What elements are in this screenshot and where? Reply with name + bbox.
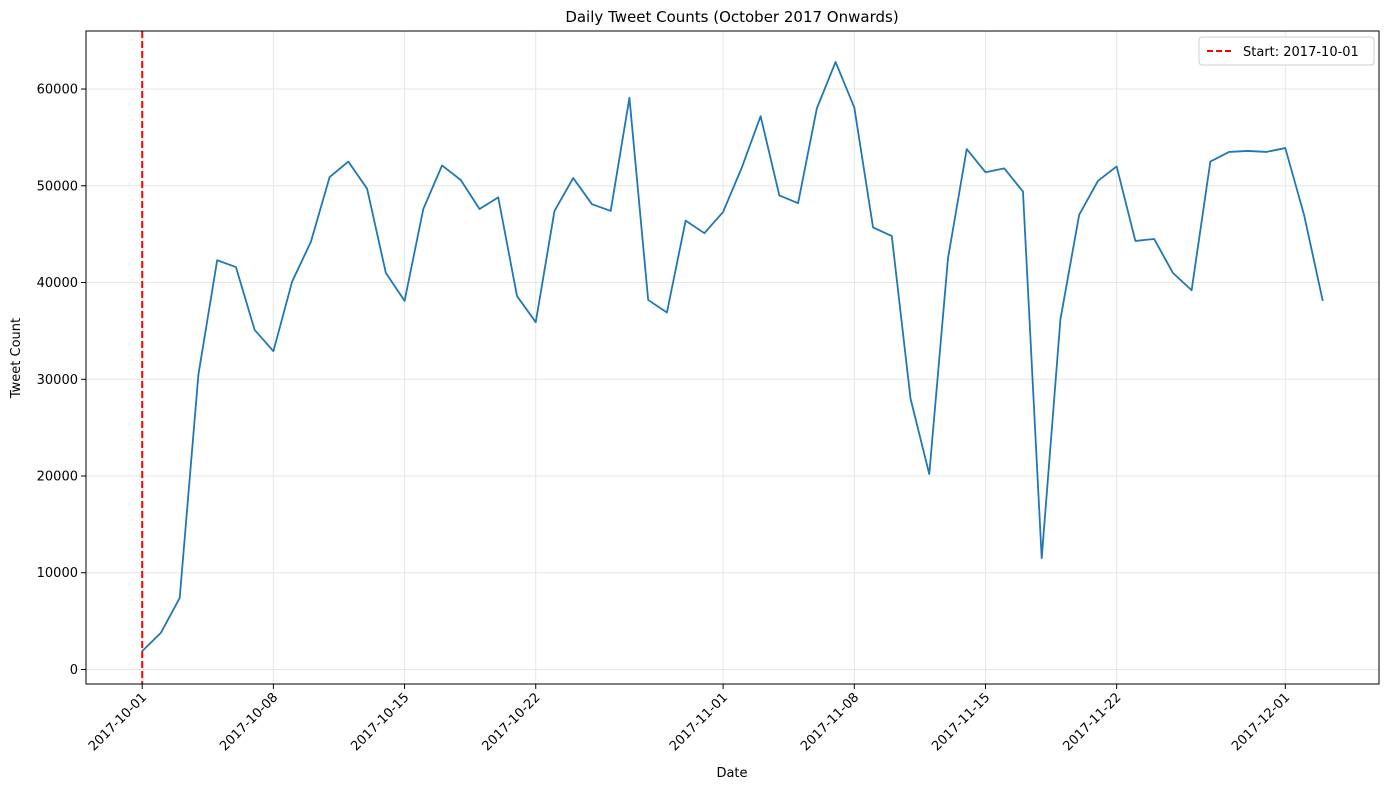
data-point: [1002, 166, 1007, 171]
data-point: [833, 59, 838, 64]
data-point: [852, 105, 857, 110]
data-point: [515, 294, 520, 299]
data-point: [1058, 317, 1063, 322]
data-point: [1039, 556, 1044, 561]
data-point: [1114, 164, 1119, 169]
data-point: [608, 208, 613, 213]
data-point: [327, 175, 332, 180]
data-point: [871, 225, 876, 230]
y-tick-label: 0: [70, 663, 78, 678]
data-point: [777, 193, 782, 198]
data-point: [496, 195, 501, 200]
data-point: [196, 372, 201, 377]
data-point: [1283, 146, 1288, 151]
data-point: [571, 176, 576, 181]
data-point: [1152, 236, 1157, 241]
plot-frame: [85, 30, 1380, 685]
x-axis-label: Date: [716, 766, 747, 781]
data-point: [1208, 159, 1213, 164]
data-point: [402, 298, 407, 303]
data-point: [233, 265, 238, 270]
data-point: [383, 270, 388, 275]
y-tick-label: 10000: [37, 566, 78, 581]
data-point: [158, 630, 163, 635]
data-point: [552, 208, 557, 213]
data-point: [964, 147, 969, 152]
data-point: [533, 320, 538, 325]
data-point: [646, 297, 651, 302]
data-point: [365, 186, 370, 191]
data-point: [1133, 238, 1138, 243]
series-layer: [140, 59, 1325, 654]
y-tick-label: 60000: [37, 83, 78, 98]
data-point: [796, 201, 801, 206]
data-point: [271, 349, 276, 354]
data-point: [721, 209, 726, 214]
data-point: [215, 258, 220, 263]
y-tick-label: 40000: [37, 276, 78, 291]
data-point: [1189, 288, 1194, 293]
data-point: [346, 159, 351, 164]
data-point: [946, 256, 951, 261]
data-point: [927, 472, 932, 477]
data-point: [1077, 212, 1082, 217]
legend-start-line-label: Start: 2017-10-01: [1243, 45, 1359, 60]
data-point: [983, 170, 988, 175]
data-point: [440, 163, 445, 168]
data-point: [177, 595, 182, 600]
data-point: [421, 207, 426, 212]
data-point: [702, 231, 707, 236]
data-point: [1320, 298, 1325, 303]
legend-box: [1198, 36, 1375, 66]
data-point: [814, 106, 819, 111]
data-point: [664, 310, 669, 315]
data-point: [1227, 149, 1232, 154]
data-point: [458, 177, 463, 182]
y-tick-label: 50000: [37, 179, 78, 194]
data-point: [908, 396, 913, 401]
data-point: [1020, 189, 1025, 194]
data-point: [758, 114, 763, 119]
y-tick-label: 30000: [37, 373, 78, 388]
data-point: [308, 239, 313, 244]
chart-title: Daily Tweet Counts (October 2017 Onwards…: [565, 8, 898, 26]
data-point: [683, 218, 688, 223]
data-point: [140, 649, 145, 654]
grid-lines: [86, 31, 1379, 684]
data-point: [1302, 212, 1307, 217]
data-point: [252, 327, 257, 332]
data-point: [477, 207, 482, 212]
y-axis-label: Tweet Count: [9, 318, 24, 399]
data-point: [1095, 178, 1100, 183]
data-point: [1264, 149, 1269, 154]
data-point: [1170, 270, 1175, 275]
y-tick-label: 20000: [37, 470, 78, 485]
series-line: [141, 61, 1324, 652]
data-point: [739, 165, 744, 170]
data-point: [889, 234, 894, 239]
legend: Start: 2017-10-01: [1198, 36, 1375, 66]
data-point: [1245, 148, 1250, 153]
data-point: [627, 95, 632, 100]
data-point: [589, 202, 594, 207]
data-point: [290, 279, 295, 284]
